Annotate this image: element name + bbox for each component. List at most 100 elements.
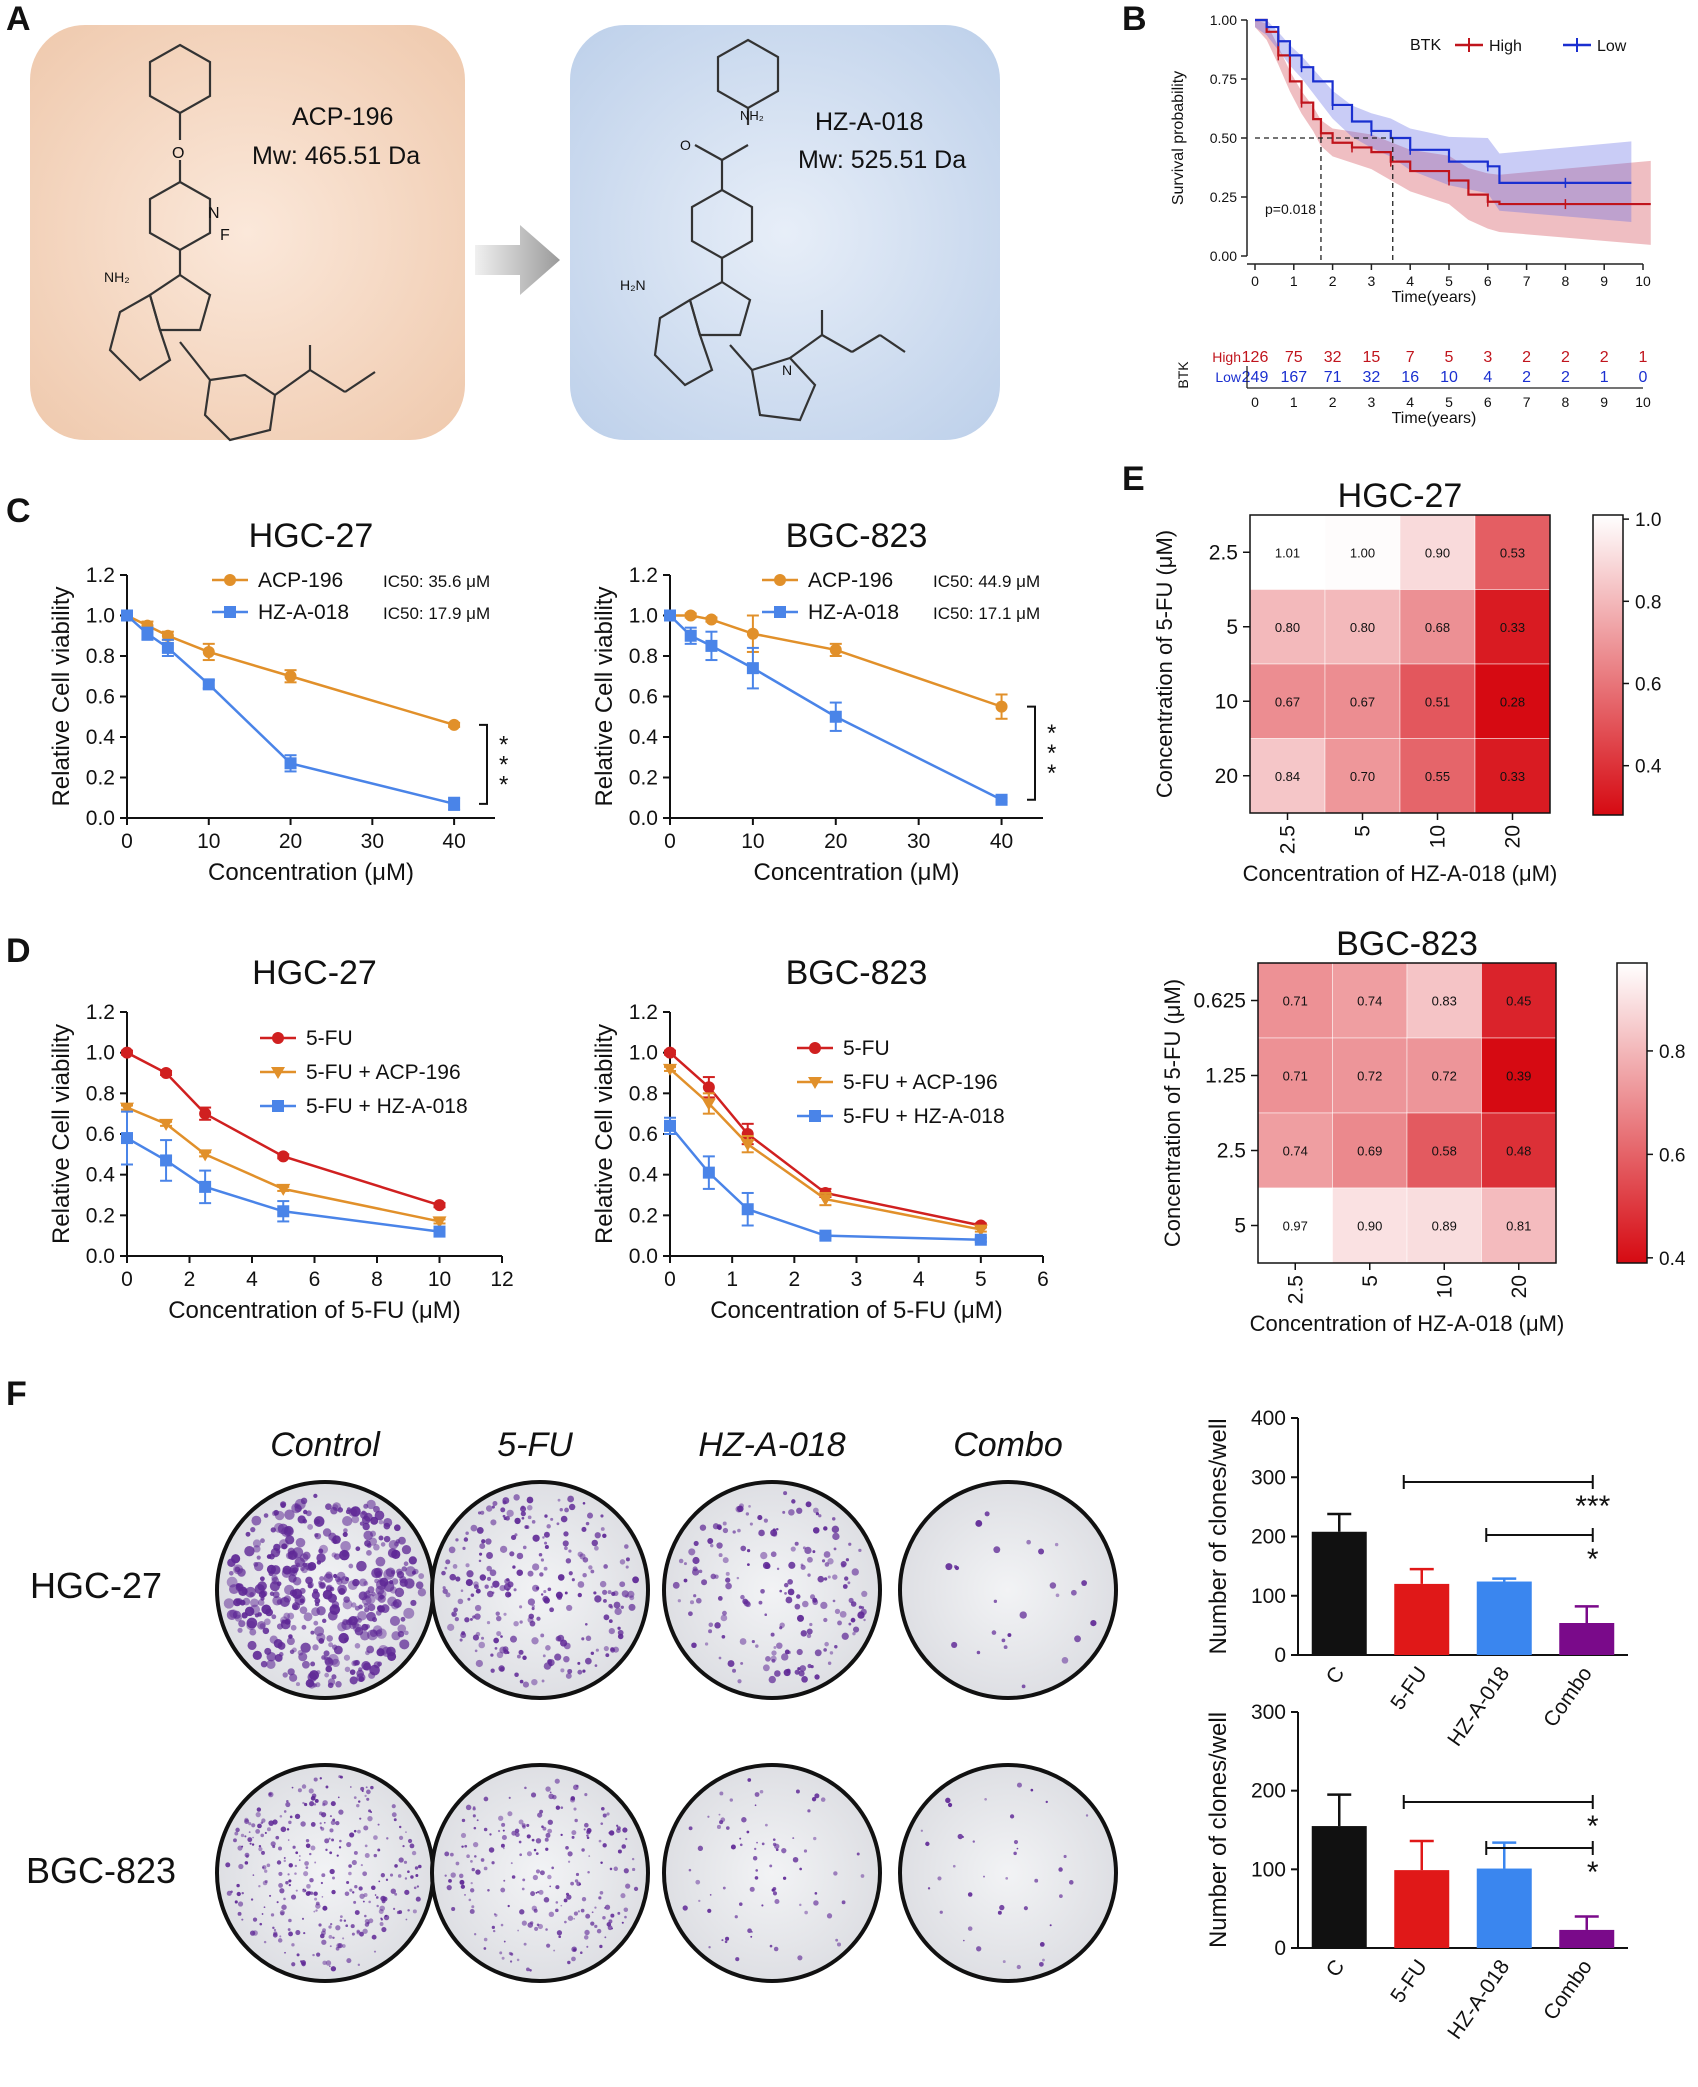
chart-title: BGC-823 — [786, 517, 928, 555]
colony-dot — [346, 1880, 350, 1885]
colony-dot — [260, 1538, 265, 1544]
compound1-o-atom: O — [172, 145, 184, 162]
colony-dot — [361, 1660, 371, 1671]
colony-dot — [341, 1620, 352, 1631]
colony-dot — [474, 1613, 481, 1620]
colony-dot — [318, 1637, 325, 1644]
colony-dot — [305, 1866, 309, 1869]
colony-dot — [502, 1497, 510, 1504]
y-axis-label: Concentration of 5-FU (μM) — [1152, 530, 1177, 798]
colony-dot — [241, 1918, 244, 1921]
colony-dot — [581, 1637, 585, 1641]
colorbar-label: 0.8 — [1635, 592, 1661, 613]
colony-dot — [573, 1948, 577, 1952]
colony-dot — [794, 1541, 799, 1546]
x-tick-label: 2 — [184, 1268, 196, 1291]
colorbar-label: 1.0 — [1635, 510, 1661, 531]
colony-dot — [801, 1676, 808, 1683]
colony-dot — [349, 1832, 355, 1838]
legend-marker — [272, 1100, 284, 1112]
data-point — [199, 1107, 212, 1120]
data-point — [829, 643, 842, 656]
legend-ic50: IC50: 17.9 μM — [383, 604, 490, 623]
colony-dot — [545, 1832, 551, 1838]
colony-dot — [617, 1626, 621, 1630]
bar-C — [1311, 1531, 1367, 1655]
y-tick-label: 0.6 — [629, 686, 658, 709]
colony-dot — [574, 1818, 578, 1823]
colony-dot — [342, 1515, 353, 1527]
colony-dot — [252, 1539, 261, 1548]
colony-dot — [356, 1673, 366, 1683]
colony-dot — [466, 1570, 474, 1578]
data-point — [121, 1132, 133, 1145]
colony-dot — [529, 1969, 532, 1972]
colony-dot — [692, 1556, 700, 1565]
risk-x-tick: 8 — [1562, 394, 1570, 410]
legend-ic50: IC50: 17.1 μM — [933, 604, 1040, 623]
colony-dot — [261, 1913, 264, 1915]
colony-dot — [325, 1503, 332, 1511]
colony-dot — [807, 1573, 811, 1577]
colony-dot — [244, 1817, 249, 1823]
colony-dot — [999, 1904, 1005, 1911]
colony-dot — [471, 1867, 475, 1872]
colony-dot — [513, 1588, 517, 1592]
colony-dot — [599, 1890, 604, 1895]
colony-dot — [301, 1624, 307, 1630]
heatmap-cell — [1481, 1112, 1557, 1189]
colony-dot — [418, 1573, 425, 1579]
colony-dot — [783, 1669, 791, 1677]
x-tick-label: 12 — [490, 1268, 513, 1291]
colony-dot — [249, 1930, 256, 1936]
colony-dot — [570, 1881, 574, 1886]
y-tick-label: 1.25 — [1205, 1065, 1246, 1088]
colony-dot — [521, 1887, 525, 1891]
colony-dot — [820, 1797, 826, 1802]
colony-dot — [975, 1520, 983, 1527]
colony-dot — [835, 1938, 839, 1942]
colony-dot — [840, 1560, 847, 1567]
colony-dot — [381, 1926, 387, 1933]
risk-value: 3 — [1483, 349, 1492, 366]
colony-dot — [535, 1869, 541, 1874]
colony-dot — [841, 1900, 846, 1905]
colony-dot — [268, 1792, 272, 1796]
colony-dot — [304, 1802, 308, 1807]
colony-dot — [257, 1581, 267, 1591]
colony-dot — [814, 1793, 820, 1799]
panel-label-d: D — [6, 932, 31, 970]
colony-dot — [1081, 1580, 1088, 1586]
colony-dot — [555, 1805, 561, 1810]
y-tick-label: 0.6 — [86, 686, 115, 709]
colony-dot — [325, 1665, 333, 1673]
colony-dot — [583, 1935, 589, 1940]
colony-dot — [331, 1658, 340, 1668]
colony-dot — [695, 1879, 701, 1885]
culture-dish — [898, 1480, 1118, 1700]
colony-dot — [569, 1797, 576, 1803]
x-tick-label: 40 — [990, 830, 1013, 853]
colony-dot — [567, 1915, 574, 1921]
heatmap-cell — [1257, 962, 1333, 1039]
colony-dot — [260, 1833, 265, 1838]
colony-dot — [367, 1586, 375, 1593]
y-tick-label: 0.8 — [629, 645, 658, 668]
colony-dot — [328, 1837, 331, 1840]
colony-dot — [466, 1854, 470, 1859]
colony-dot — [229, 1609, 238, 1618]
compound1-n-atom: N — [208, 205, 220, 222]
colony-dot — [688, 1548, 696, 1556]
compound2-n-atom: N — [782, 362, 792, 378]
colony-dot — [547, 1587, 552, 1592]
legend-label: ACP-196 — [258, 569, 343, 592]
colony-dot — [310, 1822, 316, 1827]
compound2-nh-label: NH₂ — [740, 108, 764, 123]
colony-dot — [278, 1539, 289, 1550]
colony-dot — [235, 1827, 240, 1833]
colony-dot — [554, 1778, 560, 1784]
colony-dot — [384, 1914, 387, 1918]
colony-dot — [359, 1893, 365, 1899]
colony-dot — [476, 1526, 484, 1534]
